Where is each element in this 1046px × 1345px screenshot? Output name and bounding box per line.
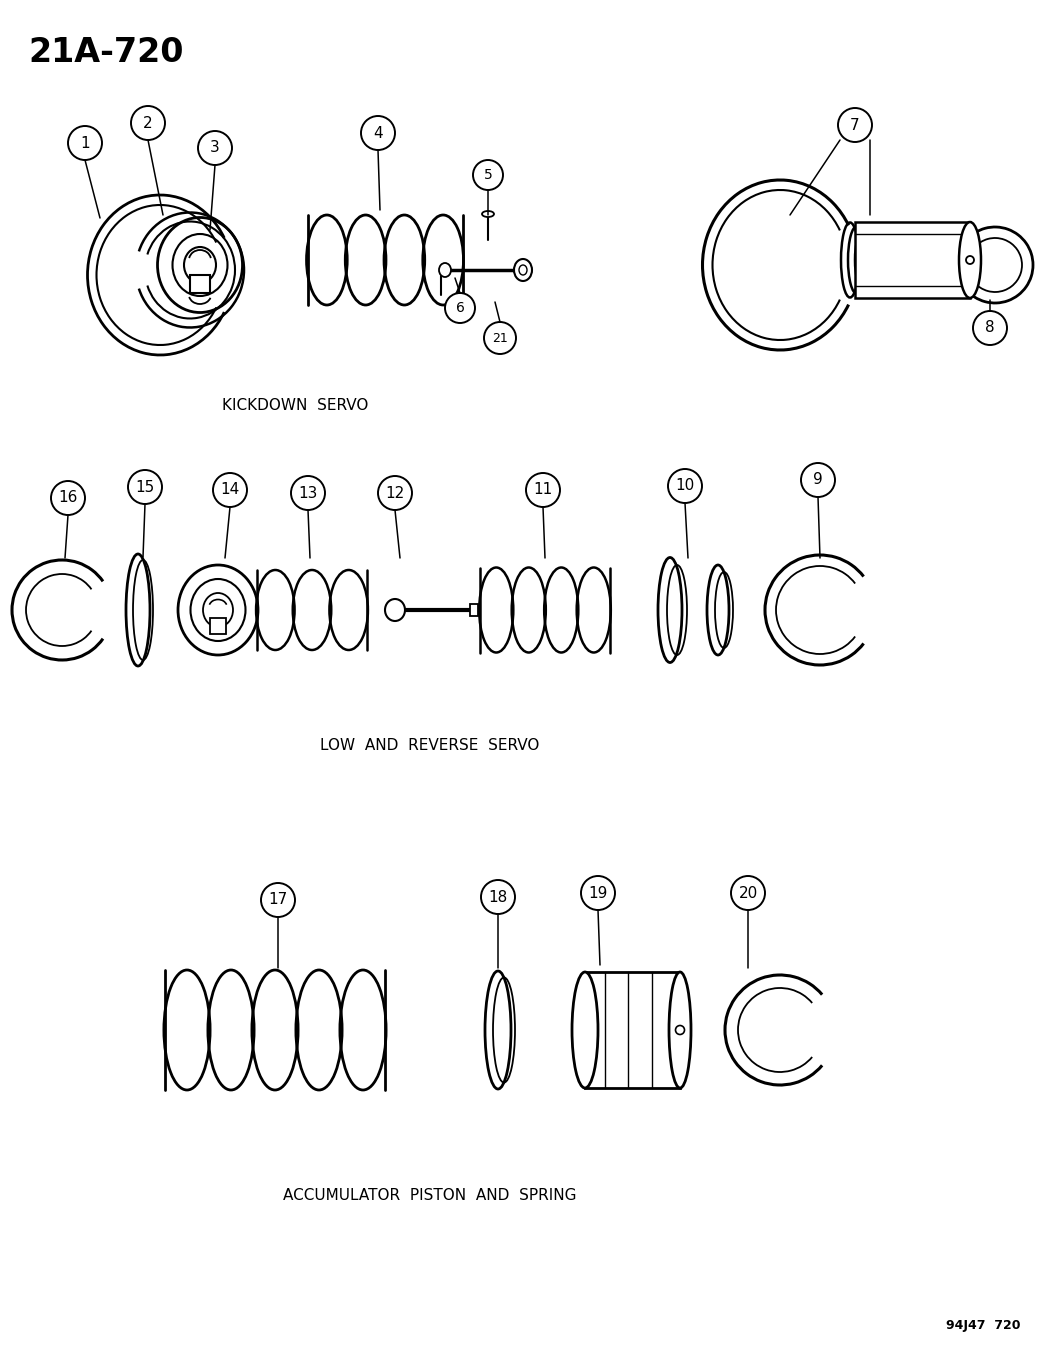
Text: 21A-720: 21A-720 — [28, 35, 183, 69]
Text: 11: 11 — [533, 483, 552, 498]
Text: 19: 19 — [588, 885, 608, 901]
Circle shape — [198, 130, 232, 165]
Ellipse shape — [572, 972, 598, 1088]
Text: 4: 4 — [373, 125, 383, 140]
Circle shape — [361, 116, 395, 151]
Bar — [585, 972, 680, 1088]
Circle shape — [731, 876, 765, 911]
Ellipse shape — [514, 260, 532, 281]
Circle shape — [838, 108, 872, 143]
Circle shape — [213, 473, 247, 507]
Circle shape — [131, 106, 165, 140]
Text: 2: 2 — [143, 116, 153, 130]
Circle shape — [484, 321, 516, 354]
Ellipse shape — [385, 599, 405, 621]
Ellipse shape — [676, 1025, 684, 1034]
Circle shape — [51, 482, 85, 515]
Text: 10: 10 — [676, 479, 695, 494]
Text: 3: 3 — [210, 140, 220, 156]
Text: 15: 15 — [135, 480, 155, 495]
Text: LOW  AND  REVERSE  SERVO: LOW AND REVERSE SERVO — [320, 737, 540, 752]
Ellipse shape — [439, 264, 451, 277]
Text: 7: 7 — [850, 117, 860, 133]
Circle shape — [473, 160, 503, 190]
Bar — [470, 604, 478, 616]
Text: 13: 13 — [298, 486, 318, 500]
Circle shape — [445, 293, 475, 323]
Text: 14: 14 — [221, 483, 240, 498]
Bar — [210, 617, 226, 633]
Ellipse shape — [669, 972, 691, 1088]
Circle shape — [128, 469, 162, 504]
Text: 12: 12 — [385, 486, 405, 500]
Circle shape — [262, 884, 295, 917]
Circle shape — [291, 476, 325, 510]
Circle shape — [668, 469, 702, 503]
Text: ACCUMULATOR  PISTON  AND  SPRING: ACCUMULATOR PISTON AND SPRING — [283, 1188, 576, 1202]
Text: 17: 17 — [269, 893, 288, 908]
Text: 94J47  720: 94J47 720 — [946, 1318, 1020, 1332]
Ellipse shape — [519, 265, 527, 274]
Circle shape — [973, 311, 1007, 346]
Text: KICKDOWN  SERVO: KICKDOWN SERVO — [222, 398, 368, 413]
Ellipse shape — [482, 211, 494, 217]
Text: 16: 16 — [59, 491, 77, 506]
Bar — [190, 274, 210, 293]
Bar — [855, 222, 970, 299]
Text: 5: 5 — [483, 168, 493, 182]
Circle shape — [581, 876, 615, 911]
Circle shape — [801, 463, 835, 498]
Circle shape — [68, 126, 103, 160]
Ellipse shape — [959, 222, 981, 299]
Circle shape — [526, 473, 560, 507]
Ellipse shape — [967, 256, 974, 264]
Circle shape — [378, 476, 412, 510]
Text: 18: 18 — [488, 889, 507, 904]
Text: 20: 20 — [738, 885, 757, 901]
Text: 8: 8 — [985, 320, 995, 335]
Text: 21: 21 — [492, 331, 508, 344]
Text: 9: 9 — [813, 472, 823, 487]
Text: 6: 6 — [456, 301, 464, 315]
Circle shape — [481, 880, 515, 915]
Text: 1: 1 — [81, 136, 90, 151]
